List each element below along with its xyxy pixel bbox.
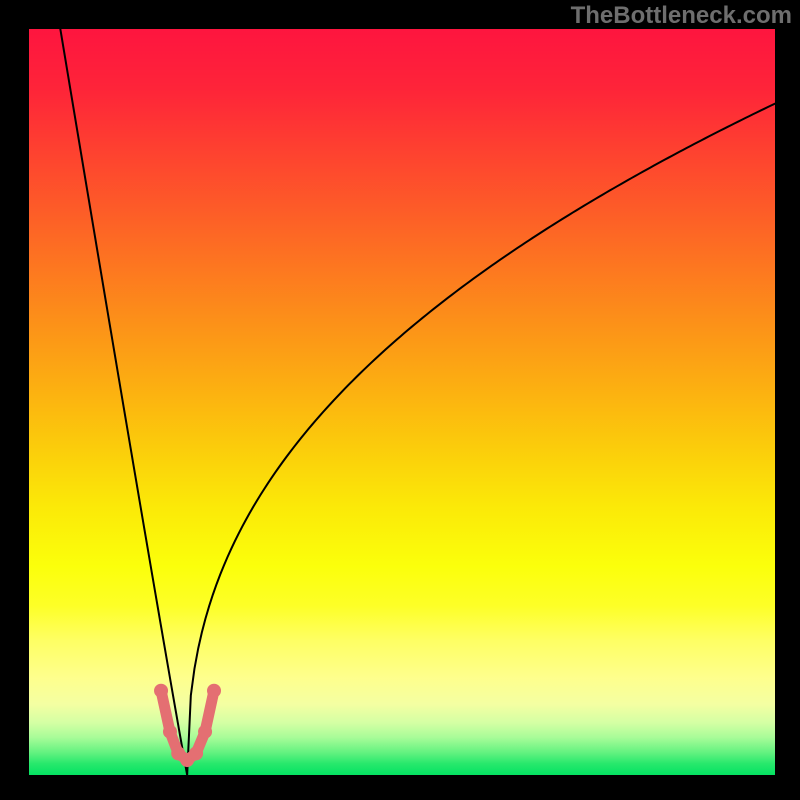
chart-plot-area [29, 29, 775, 775]
marker-point-5 [198, 725, 212, 739]
marker-point-1 [163, 725, 177, 739]
chart-frame: TheBottleneck.com [0, 0, 800, 800]
gradient-background [29, 29, 775, 775]
marker-point-4 [189, 746, 203, 760]
watermark-text: TheBottleneck.com [571, 2, 792, 30]
marker-point-6 [207, 684, 221, 698]
marker-point-0 [154, 684, 168, 698]
